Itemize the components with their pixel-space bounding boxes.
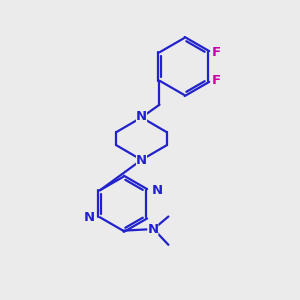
Text: N: N (152, 184, 163, 197)
Text: N: N (136, 110, 147, 123)
Text: F: F (212, 46, 221, 59)
Text: N: N (84, 211, 95, 224)
Text: F: F (212, 74, 221, 87)
Text: N: N (147, 223, 158, 236)
Text: N: N (136, 154, 147, 167)
